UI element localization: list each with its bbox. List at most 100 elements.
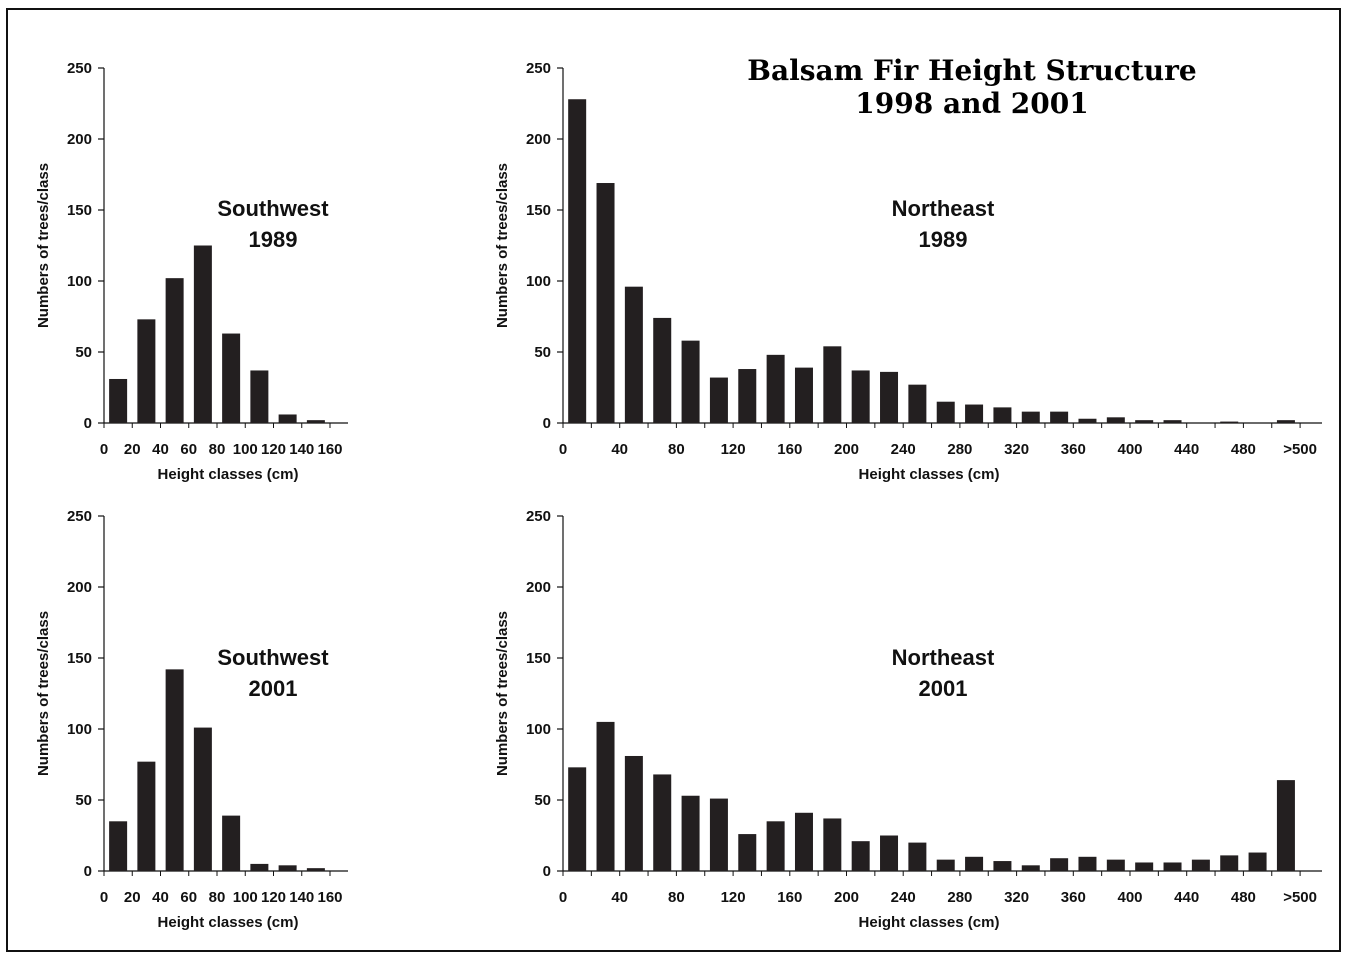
bar <box>306 420 325 423</box>
x-tick-label: 40 <box>611 889 628 906</box>
x-tick-label: 140 <box>289 889 314 906</box>
bar <box>137 761 156 871</box>
bar <box>738 834 757 871</box>
x-tick-label: >500 <box>1283 889 1317 906</box>
x-tick-label: 60 <box>180 889 197 906</box>
bar <box>794 367 813 423</box>
x-tick-label: 440 <box>1174 889 1199 906</box>
figure-title-line2: 1998 and 2001 <box>855 87 1088 120</box>
bar <box>193 245 212 423</box>
bar <box>193 727 212 871</box>
bar <box>109 821 128 871</box>
x-tick-label: 80 <box>668 441 685 458</box>
bar <box>1106 417 1125 423</box>
x-tick-label: 160 <box>317 441 342 458</box>
x-tick-label: 60 <box>180 441 197 458</box>
y-tick-label: 100 <box>67 721 92 738</box>
bar <box>1106 859 1125 871</box>
bar <box>137 319 156 423</box>
x-tick-label: 480 <box>1231 441 1256 458</box>
bar <box>1135 420 1154 423</box>
bar <box>1021 865 1040 871</box>
x-tick-label: 0 <box>559 441 567 458</box>
x-tick-label: >500 <box>1283 441 1317 458</box>
bar <box>596 721 615 871</box>
bar <box>851 370 870 423</box>
x-tick-label: 80 <box>668 889 685 906</box>
bar <box>993 861 1012 871</box>
y-tick-label: 200 <box>67 131 92 148</box>
y-tick-label: 100 <box>526 721 551 738</box>
x-tick-label: 160 <box>777 441 802 458</box>
bar <box>109 378 128 423</box>
bar <box>1191 859 1210 871</box>
y-axis-title: Numbers of trees/class <box>494 611 511 776</box>
bar <box>1050 411 1069 423</box>
y-tick-label: 250 <box>67 60 92 77</box>
y-tick-label: 50 <box>75 792 92 809</box>
y-tick-label: 150 <box>67 650 92 667</box>
y-tick-label: 200 <box>526 579 551 596</box>
bar <box>681 340 700 423</box>
y-tick-label: 250 <box>526 60 551 77</box>
bar <box>222 815 241 871</box>
bar <box>568 99 587 424</box>
bar <box>1135 862 1154 871</box>
panel-label-region: Northeast <box>892 645 995 670</box>
x-tick-label: 80 <box>209 441 226 458</box>
x-tick-label: 20 <box>124 441 141 458</box>
y-tick-label: 0 <box>84 415 92 432</box>
bar <box>766 354 785 423</box>
x-tick-label: 0 <box>100 889 108 906</box>
x-tick-label: 360 <box>1061 889 1086 906</box>
bar <box>880 835 899 871</box>
x-tick-label: 100 <box>233 441 258 458</box>
bar <box>165 669 184 871</box>
y-axis-title: Numbers of trees/class <box>494 163 511 328</box>
y-tick-label: 150 <box>67 202 92 219</box>
x-tick-label: 400 <box>1117 441 1142 458</box>
bar <box>624 286 643 423</box>
x-tick-label: 160 <box>317 889 342 906</box>
x-tick-label: 280 <box>947 889 972 906</box>
panel-label-region: Southwest <box>217 196 329 221</box>
panel-label-year: 1989 <box>919 227 968 252</box>
panel-label-region: Northeast <box>892 196 995 221</box>
bar <box>1276 420 1295 423</box>
y-tick-label: 100 <box>67 273 92 290</box>
bar <box>965 856 984 871</box>
x-tick-label: 40 <box>152 889 169 906</box>
bar <box>1248 852 1267 871</box>
figure-title-line1: Balsam Fir Height Structure <box>747 54 1196 87</box>
bar <box>306 868 325 871</box>
bar <box>568 767 587 871</box>
x-tick-label: 320 <box>1004 441 1029 458</box>
bar <box>1078 856 1097 871</box>
y-tick-label: 0 <box>543 415 551 432</box>
y-tick-label: 150 <box>526 650 551 667</box>
y-tick-label: 50 <box>534 344 551 361</box>
x-tick-label: 280 <box>947 441 972 458</box>
x-tick-label: 0 <box>100 441 108 458</box>
y-tick-label: 200 <box>67 579 92 596</box>
figure-frame <box>6 8 1341 952</box>
x-tick-label: 120 <box>261 889 286 906</box>
x-tick-label: 20 <box>124 889 141 906</box>
chart-panel-2: 0 50 100 150 200 250 0 40 80 120 160 200 240 280 320 36… <box>494 60 1322 483</box>
bar <box>624 755 643 871</box>
bar <box>738 369 757 423</box>
bar <box>278 865 297 871</box>
bar <box>908 842 927 871</box>
bar <box>1021 411 1040 423</box>
y-tick-label: 200 <box>526 131 551 148</box>
bar <box>653 774 672 871</box>
x-axis-title: Height classes (cm) <box>859 914 1000 931</box>
bar <box>1163 420 1182 423</box>
x-tick-label: 140 <box>289 441 314 458</box>
bar <box>1220 421 1239 423</box>
y-tick-label: 250 <box>526 508 551 525</box>
bar <box>250 863 269 871</box>
x-tick-label: 440 <box>1174 441 1199 458</box>
